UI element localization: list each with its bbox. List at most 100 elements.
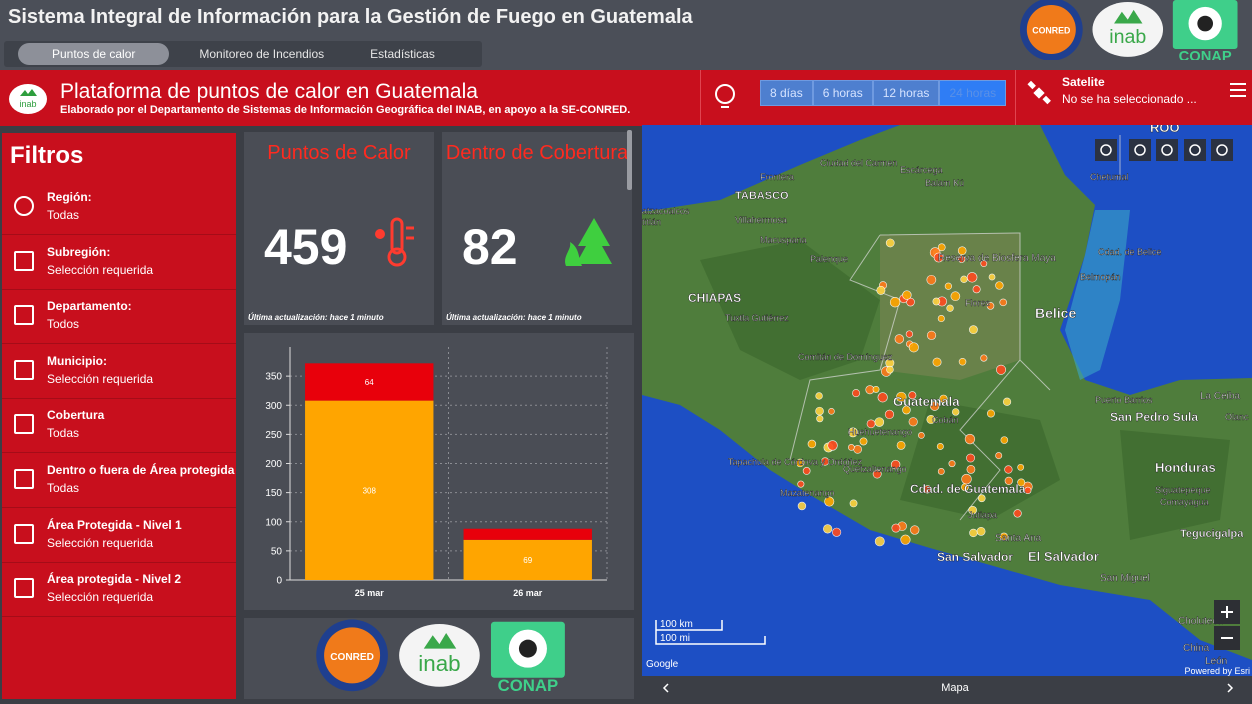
x-tick-label: 26 mar <box>513 588 543 598</box>
filter-value: Todas <box>47 208 80 222</box>
filter-item[interactable]: Región: Todas <box>2 180 236 235</box>
attribution-esri: Powered by Esri <box>1184 666 1250 676</box>
map-tool-button[interactable] <box>1211 139 1233 161</box>
map-tool-glyph <box>1216 144 1228 156</box>
map-footer-label: Mapa <box>941 682 969 694</box>
logo-group: CONRED inab CONAP <box>1019 0 1238 60</box>
card-icon <box>560 216 614 277</box>
filter-title: Filtros <box>10 142 84 169</box>
logo-inab-text: inab <box>1109 26 1146 48</box>
filter-icon <box>14 305 34 326</box>
logo-conred-text: CONRED <box>330 652 374 663</box>
hotspot <box>908 391 917 400</box>
hotspot <box>1000 436 1009 444</box>
filter-value: Selección requerida <box>47 590 154 605</box>
filter-item[interactable]: Área Protegida - Nivel 1 Selección requer… <box>2 508 236 563</box>
zoom-glyphs <box>1221 606 1233 639</box>
y-tick-label: 200 <box>265 459 282 470</box>
hotspot <box>995 452 1003 460</box>
hotspot <box>820 457 830 466</box>
map-label: Quetzaltenango <box>843 464 907 474</box>
y-tick-label: 300 <box>265 401 282 412</box>
filter-value: Todas <box>47 426 80 441</box>
filter-value: Selección requerida <box>47 371 154 386</box>
y-tick-label: 250 <box>265 430 282 441</box>
hotspot <box>815 392 823 400</box>
hotspot <box>966 465 976 474</box>
filter-value: Todos <box>47 317 80 332</box>
chart: 0 50 100 150 200 250 300 350 308 64 25 mar 69 26 mar <box>265 347 608 598</box>
hotspot <box>885 238 895 248</box>
tab[interactable]: Puntos de calor <box>18 43 170 65</box>
map-tool-button[interactable] <box>1156 139 1178 161</box>
map-label: Guatemala <box>893 394 960 409</box>
hotspot <box>1004 476 1013 485</box>
map-label: Villahermosa <box>735 215 787 225</box>
bar-segment <box>463 539 592 580</box>
hotspot <box>876 285 886 295</box>
logo-conap-text: CONAP <box>498 676 559 695</box>
hotspot <box>966 272 978 283</box>
menu-icon[interactable] <box>1230 82 1248 98</box>
hotspot <box>926 414 936 424</box>
divider <box>700 70 701 126</box>
map-label: San Pedro Sula <box>1110 410 1198 424</box>
scrollbar <box>627 130 632 190</box>
time-buttons: 8 días 6 horas 12 horas 24 horas <box>760 80 1007 106</box>
scale-km: 100 km <box>660 619 693 630</box>
hotspot <box>932 357 942 367</box>
scale-mi: 100 mi <box>660 633 690 644</box>
stat-card: Dentro de Cobertura 82 Última actualizació… <box>442 132 632 325</box>
hotspot <box>969 528 978 538</box>
map-footer-arrows[interactable] <box>662 683 1234 693</box>
map-tool-button[interactable] <box>1095 139 1117 161</box>
map-label: Macuspana <box>760 235 807 245</box>
hotspot <box>996 364 1007 375</box>
filter-item[interactable]: Área protegida - Nivel 2 Selección requer… <box>2 562 236 618</box>
hotspot <box>828 408 835 415</box>
filter-item[interactable]: Municipio: Selección requerida <box>2 344 236 399</box>
time-button[interactable]: 6 horas <box>812 80 873 106</box>
hotspot <box>823 524 833 534</box>
basemap-value[interactable]: No se ha seleccionado ... <box>1062 92 1197 106</box>
hotspot <box>847 444 855 451</box>
banner <box>0 70 1252 126</box>
hotspot <box>896 440 906 450</box>
map-label: Flores <box>965 298 991 308</box>
logo-conap-eye <box>1197 15 1214 32</box>
map-tool-button[interactable] <box>1184 139 1206 161</box>
filter-icon <box>14 578 34 599</box>
lamp-icon[interactable] <box>712 82 738 112</box>
tab[interactable]: Monitoreo de Incendios <box>199 47 325 61</box>
filter-item[interactable]: Subregión: Selección requerida <box>2 235 236 290</box>
map-label: San Miguel <box>1100 573 1150 584</box>
filter-item[interactable]: Dentro o fuera de Área protegida Todas <box>2 453 236 508</box>
tab[interactable]: Estadísticas <box>370 47 435 61</box>
logo-inab-bg <box>1092 2 1164 57</box>
time-button[interactable]: 8 días <box>760 80 813 106</box>
map-label: Reserva de Biosfera Maya <box>938 253 1056 264</box>
banner-subtitle: Elaborado por el Departamento de Sistema… <box>60 104 631 116</box>
hotspot <box>923 485 932 494</box>
hotspot <box>902 405 911 415</box>
map-tool-button[interactable] <box>1129 139 1151 161</box>
hotspot <box>853 445 862 454</box>
hotspot <box>891 523 901 533</box>
value-label: 69 <box>523 556 532 565</box>
time-button[interactable]: 24 horas <box>939 80 1007 106</box>
hotspot <box>951 408 960 416</box>
map-label: La Ceiba <box>1200 391 1240 402</box>
map-footer <box>642 676 1252 699</box>
time-button[interactable]: 12 horas <box>872 80 940 106</box>
hotspot <box>964 433 976 445</box>
hotspot <box>908 342 919 353</box>
filter-item[interactable]: Departamento: Todos <box>2 289 236 345</box>
filter-panel <box>2 133 236 699</box>
hotspot <box>874 536 885 547</box>
hotspot <box>976 526 986 536</box>
map-label: ROO <box>1150 125 1180 135</box>
hotspot <box>807 439 817 449</box>
map-label: Chetumal <box>1090 172 1129 182</box>
filter-item[interactable]: Cobertura Todas <box>2 398 236 454</box>
